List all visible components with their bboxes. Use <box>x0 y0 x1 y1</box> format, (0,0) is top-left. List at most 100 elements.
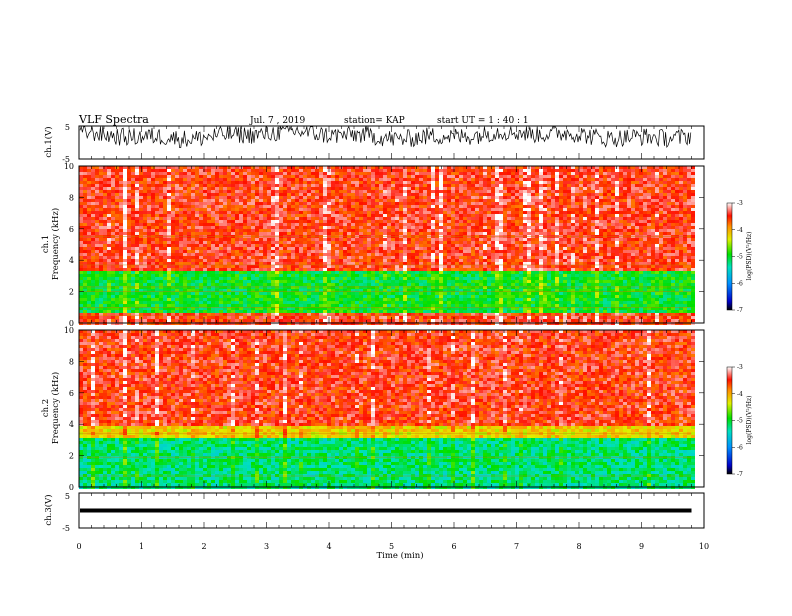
spectrogram-cell <box>131 211 135 214</box>
spectrogram-cell <box>291 202 295 205</box>
spectrogram-cell <box>363 238 367 241</box>
spectrogram-cell <box>443 208 447 211</box>
spectrogram-cell <box>275 220 279 223</box>
spectrogram-cell <box>295 268 299 271</box>
spectrogram-cell <box>155 184 159 187</box>
spectrogram-cell <box>303 247 307 250</box>
spectrogram-cell <box>127 196 131 199</box>
spectrogram-cell <box>211 217 215 220</box>
spectrogram-cell <box>379 271 383 274</box>
spectrogram-cell <box>395 223 399 226</box>
spectrogram-cell <box>371 295 375 298</box>
spectrogram-cell <box>443 319 447 322</box>
spectrogram-cell <box>199 283 203 286</box>
spectrogram-cell <box>147 217 151 220</box>
spectrogram-cell <box>391 226 395 229</box>
spectrogram-cell <box>311 229 315 232</box>
spectrogram-cell <box>107 268 111 271</box>
spectrogram-cell <box>135 313 139 316</box>
spectrogram-cell <box>323 199 327 202</box>
spectrogram-cell <box>271 193 275 196</box>
spectrogram-cell <box>147 274 151 277</box>
spectrogram-cell <box>103 301 107 304</box>
spectrogram-cell <box>135 301 139 304</box>
spectrogram-cell <box>367 229 371 232</box>
spectrogram-cell <box>387 310 391 313</box>
spectrogram-cell <box>319 247 323 250</box>
spectrogram-cell <box>223 241 227 244</box>
spectrogram-cell <box>263 226 267 229</box>
spectrogram-cell <box>159 184 163 187</box>
spectrogram-cell <box>427 244 431 247</box>
spectrogram-cell <box>331 232 335 235</box>
spectrogram-cell <box>131 316 135 319</box>
spectrogram-cell <box>147 271 151 274</box>
spectrogram-cell <box>359 202 363 205</box>
spectrogram-cell <box>375 265 379 268</box>
spectrogram-cell <box>427 190 431 193</box>
spectrogram-cell <box>219 280 223 283</box>
spectrogram-cell <box>359 214 363 217</box>
spectrogram-cell <box>247 229 251 232</box>
spectrogram-cell <box>231 214 235 217</box>
spectrogram-cell <box>263 220 267 223</box>
spectrogram-cell <box>215 229 219 232</box>
spectrogram-cell <box>443 202 447 205</box>
spectrogram-cell <box>135 229 139 232</box>
spectrogram-cell <box>351 187 355 190</box>
spectrogram-cell <box>355 319 359 322</box>
spectrogram-cell <box>171 241 175 244</box>
spectrogram-cell <box>323 202 327 205</box>
spectrogram-cell <box>231 301 235 304</box>
spectrogram-cell <box>371 229 375 232</box>
spectrogram-cell <box>127 211 131 214</box>
spectrogram-cell <box>323 253 327 256</box>
spectrogram-cell <box>111 172 115 175</box>
spectrogram-cell <box>103 196 107 199</box>
spectrogram-cell <box>247 259 251 262</box>
spectrogram-cell <box>331 223 335 226</box>
spectrogram-cell <box>335 319 339 322</box>
spectrogram-cell <box>235 232 239 235</box>
spectrogram-cell <box>435 304 439 307</box>
spectrogram-cell <box>127 241 131 244</box>
spectrogram-cell <box>155 316 159 319</box>
spectrogram-cell <box>279 187 283 190</box>
spectrogram-cell <box>271 310 275 313</box>
spectrogram-cell <box>255 250 259 253</box>
spectrogram-cell <box>347 232 351 235</box>
spectrogram-cell <box>255 274 259 277</box>
spectrogram-cell <box>223 217 227 220</box>
spectrogram-cell <box>267 175 271 178</box>
spectrogram-cell <box>319 295 323 298</box>
spectrogram-cell <box>283 241 287 244</box>
spectrogram-cell <box>219 196 223 199</box>
spectrogram-cell <box>279 223 283 226</box>
spectrogram-cell <box>127 268 131 271</box>
spectrogram-cell <box>295 190 299 193</box>
spectrogram-cell <box>127 223 131 226</box>
spectrogram-cell <box>399 316 403 319</box>
spectrogram-cell <box>415 256 419 259</box>
spectrogram-cell <box>183 256 187 259</box>
spectrogram-cell <box>363 247 367 250</box>
spectrogram-cell <box>99 250 103 253</box>
spectrogram-cell <box>95 259 99 262</box>
spectrogram-cell <box>335 268 339 271</box>
spectrogram-cell <box>299 205 303 208</box>
spectrogram-cell <box>79 316 83 319</box>
spectrogram-cell <box>239 241 243 244</box>
spectrogram-cell <box>207 244 211 247</box>
spectrogram-cell <box>439 319 443 322</box>
spectrogram-cell <box>347 259 351 262</box>
spectrogram-cell <box>147 295 151 298</box>
spectrogram-cell <box>167 229 171 232</box>
spectrogram-cell <box>159 304 163 307</box>
spectrogram-cell <box>263 286 267 289</box>
spectrogram-cell <box>407 187 411 190</box>
spectrogram-cell <box>195 199 199 202</box>
spectrogram-cell <box>379 304 383 307</box>
spectrogram-cell <box>331 283 335 286</box>
spectrogram-cell <box>239 220 243 223</box>
spectrogram-cell <box>215 205 219 208</box>
